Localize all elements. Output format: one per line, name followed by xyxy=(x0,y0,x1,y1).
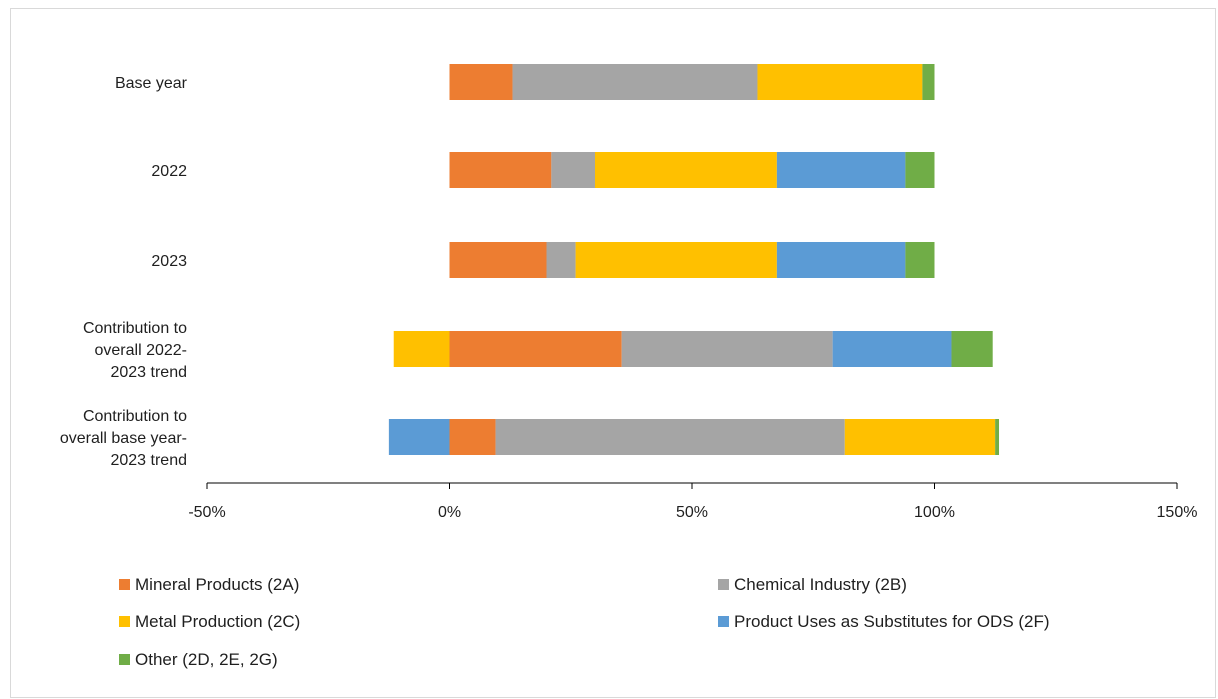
bar-segment xyxy=(512,64,758,100)
bar-segment xyxy=(995,419,1000,455)
bar-segment xyxy=(905,152,935,188)
bar-segment xyxy=(449,419,496,455)
bar-segment xyxy=(449,331,622,367)
bar-segment xyxy=(495,419,845,455)
legend-label: Mineral Products (2A) xyxy=(135,575,299,594)
legend-label: Metal Production (2C) xyxy=(135,612,300,631)
bar-segment xyxy=(449,242,547,278)
category-label: 2022 xyxy=(151,163,187,180)
legend-label: Other (2D, 2E, 2G) xyxy=(135,650,278,669)
legend-swatch xyxy=(119,616,130,627)
category-label: Base year xyxy=(115,75,188,92)
legend-swatch xyxy=(119,654,130,665)
legend-swatch xyxy=(119,579,130,590)
legend-label: Product Uses as Substitutes for ODS (2F) xyxy=(734,612,1050,631)
bar-segment xyxy=(449,152,552,188)
bar-segment xyxy=(388,419,450,455)
chart-frame: -50% 0% 50% 100% 150% Base year 2022 2023 Contri… xyxy=(10,8,1216,698)
bar-segment xyxy=(757,64,923,100)
bar-segment xyxy=(621,331,833,367)
x-tick-label: 0% xyxy=(438,504,461,521)
bar-segment xyxy=(776,242,906,278)
bar-segment xyxy=(595,152,777,188)
x-tick-label: -50% xyxy=(188,504,225,521)
x-tick-label: 100% xyxy=(914,504,955,521)
bar-segment xyxy=(905,242,935,278)
bar-segment xyxy=(575,242,777,278)
category-label: Contribution to overall base year-2023 tr… xyxy=(60,408,187,469)
bar-segment xyxy=(393,331,450,367)
x-tick-label: 50% xyxy=(676,504,708,521)
bar-segment xyxy=(832,331,952,367)
bar-segment xyxy=(551,152,595,188)
stacked-bar-chart: -50% 0% 50% 100% 150% Base year 2022 2023 Contri… xyxy=(60,64,1198,669)
bar-segment xyxy=(546,242,576,278)
bar-segment xyxy=(449,64,513,100)
category-label: 2023 xyxy=(151,253,187,270)
bar-segment xyxy=(951,331,993,367)
bar-segment xyxy=(776,152,906,188)
legend-label: Chemical Industry (2B) xyxy=(734,575,907,594)
bar-segment xyxy=(922,64,935,100)
category-label: Contribution to overall 2022-2023 trend xyxy=(83,320,187,381)
legend-swatch xyxy=(718,579,729,590)
legend-swatch xyxy=(718,616,729,627)
bar-segment xyxy=(844,419,996,455)
x-tick-label: 150% xyxy=(1157,504,1198,521)
